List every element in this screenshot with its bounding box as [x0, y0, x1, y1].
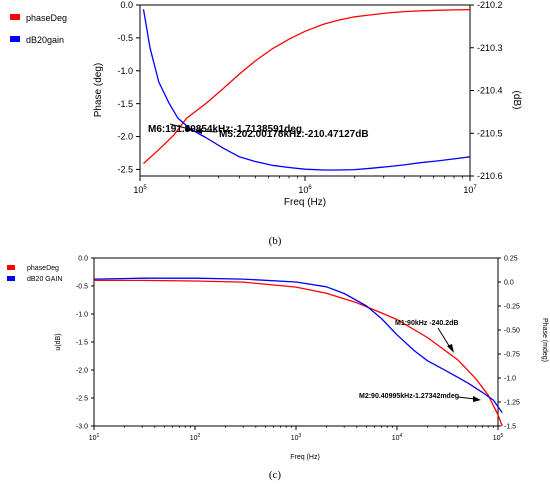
chart-b-legend: phaseDeg dB20gain [10, 13, 67, 45]
chart-b-series [142, 8, 471, 171]
right-axis-tick-label: 0.25 [504, 255, 518, 262]
series-line-db20-gain [93, 277, 503, 413]
left-axis-tick-label: -2.5 [76, 395, 88, 402]
series-line-phasedeg [94, 279, 503, 427]
right-axis-tick-label: -1.5 [504, 423, 516, 430]
marker-m5-arrow [199, 130, 218, 133]
chart-c-annotations: M1:90kHz -240.2dB M2:90.40995kHz-1.27342… [359, 320, 481, 402]
left-axis-tick-label: -2.0 [76, 367, 88, 374]
x-axis-tick-label: 102 [190, 433, 201, 442]
left-axis-tick-label: -1.0 [117, 66, 133, 76]
caption-b: (b) [269, 235, 282, 247]
left-axis-tick-label: -0.5 [76, 283, 88, 290]
right-axis-tick-label: 0.0 [504, 279, 514, 286]
x-axis-tick-label: 101 [89, 433, 100, 442]
x-axis-tick-label: 105 [133, 185, 147, 195]
right-axis-tick-label: -1.0 [504, 375, 516, 382]
legend-swatch-phasedeg-c [7, 265, 15, 270]
left-axis-tick-label: -0.5 [117, 33, 133, 43]
chart-b-x-axis-label: Freq (Hz) [284, 197, 326, 208]
marker-m1-label: M1:90kHz -240.2dB [395, 320, 458, 327]
right-axis-tick-label: -210.5 [477, 128, 503, 138]
series-line-db20gain [142, 9, 471, 171]
right-axis-tick-label: -0.75 [504, 351, 520, 358]
marker-m6-arrow [169, 123, 190, 130]
chart-c-left-axis-ticks: 0.0 -0.5 -1.0 -1.5 -2.0 -2.5 -3.0 [76, 255, 94, 430]
chart-b-left-axis-ticks: 0.0 -0.5 -1.0 -1.5 -2.0 -2.5 [117, 0, 140, 175]
right-axis-tick-label: -0.25 [504, 303, 520, 310]
legend-swatch-phasedeg [10, 14, 20, 20]
right-axis-tick-label: -210.4 [477, 86, 503, 96]
legend-swatch-db20gain-c [7, 276, 15, 281]
right-axis-tick-label: -1.25 [504, 399, 520, 406]
x-axis-tick-label: 107 [463, 185, 477, 195]
left-axis-tick-label: -1.5 [117, 99, 133, 109]
right-axis-tick-label: -210.6 [477, 171, 503, 181]
left-axis-tick-label: 0.0 [120, 0, 133, 10]
chart-c-plot-frame [93, 257, 499, 427]
x-axis-tick-label: 104 [392, 433, 403, 442]
series-line-phasedeg [143, 8, 471, 164]
left-axis-tick-label: -2.5 [117, 165, 133, 175]
x-axis-tick-label: 105 [493, 433, 504, 442]
right-axis-tick-label: -0.50 [504, 327, 520, 334]
chart-c-x-axis-ticks: 101 102 103 104 105 [89, 426, 504, 442]
chart-b-right-axis-ticks: -210.2 -210.3 -210.4 -210.5 -210.6 [470, 0, 503, 181]
right-axis-tick-label: -210.2 [477, 0, 503, 10]
chart-c-x-axis-label: Freq (Hz) [290, 454, 320, 461]
left-axis-tick-label: -3.0 [76, 423, 88, 430]
legend-swatch-db20gain [10, 36, 20, 42]
chart-c-right-axis-ticks: 0.25 0.0 -0.25 -0.50 -0.75 -1.0 -1.25 -1.5 [498, 255, 520, 430]
chart-b-right-axis-label: (dB) [511, 91, 522, 110]
chart-c-series [93, 277, 503, 427]
left-axis-tick-label: 0.0 [78, 255, 88, 262]
chart-b-x-axis-ticks: 105 106 107 [133, 176, 477, 195]
legend-label-db20gain: dB20gain [26, 35, 64, 45]
marker-m6-label: M6:191.89854kHz:-1.7138591deg [148, 124, 302, 135]
marker-m1-arrowhead [447, 344, 454, 353]
marker-m2-arrow [457, 396, 476, 400]
chart-b-left-axis-label: Phase (deg) [93, 63, 104, 117]
chart-c-right-axis-label: Phase (mdeg) [541, 318, 548, 362]
left-axis-tick-label: -1.5 [76, 339, 88, 346]
chart-c-legend: phaseDeg dB20 GAIN [7, 265, 62, 283]
chart-b-annotations: M6:191.89854kHz:-1.7138591deg M5:202.001… [148, 123, 369, 140]
chart-panel-b: phaseDeg dB20gain 0.0 -0.5 -1.0 -1.5 -2.0 -2.… [10, 0, 522, 247]
legend-label-phasedeg: phaseDeg [26, 13, 67, 23]
marker-m5-label: M5:202.00178kHz:-210.47127dB [219, 129, 369, 140]
chart-c-left-axis-label: u(dB) [55, 333, 62, 350]
marker-m2-arrowhead [473, 396, 481, 402]
x-axis-tick-label: 103 [291, 433, 302, 442]
x-axis-tick-label: 106 [298, 185, 312, 195]
marker-m6-arrowhead [186, 126, 193, 132]
caption-c: (c) [269, 469, 282, 481]
chart-panel-c: phaseDeg dB20 GAIN 0.0 -0.5 -1.0 -1.5 -2.0 -2… [7, 255, 548, 481]
right-axis-tick-label: -210.3 [477, 43, 503, 53]
marker-m5-arrowhead [195, 128, 202, 134]
legend-label-db20gain-c: dB20 GAIN [27, 276, 62, 283]
legend-label-phasedeg-c: phaseDeg [27, 265, 59, 272]
marker-m2-label: M2:90.40995kHz-1.27342mdeg [359, 393, 459, 400]
left-axis-tick-label: -2.0 [117, 132, 133, 142]
left-axis-tick-label: -1.0 [76, 311, 88, 318]
